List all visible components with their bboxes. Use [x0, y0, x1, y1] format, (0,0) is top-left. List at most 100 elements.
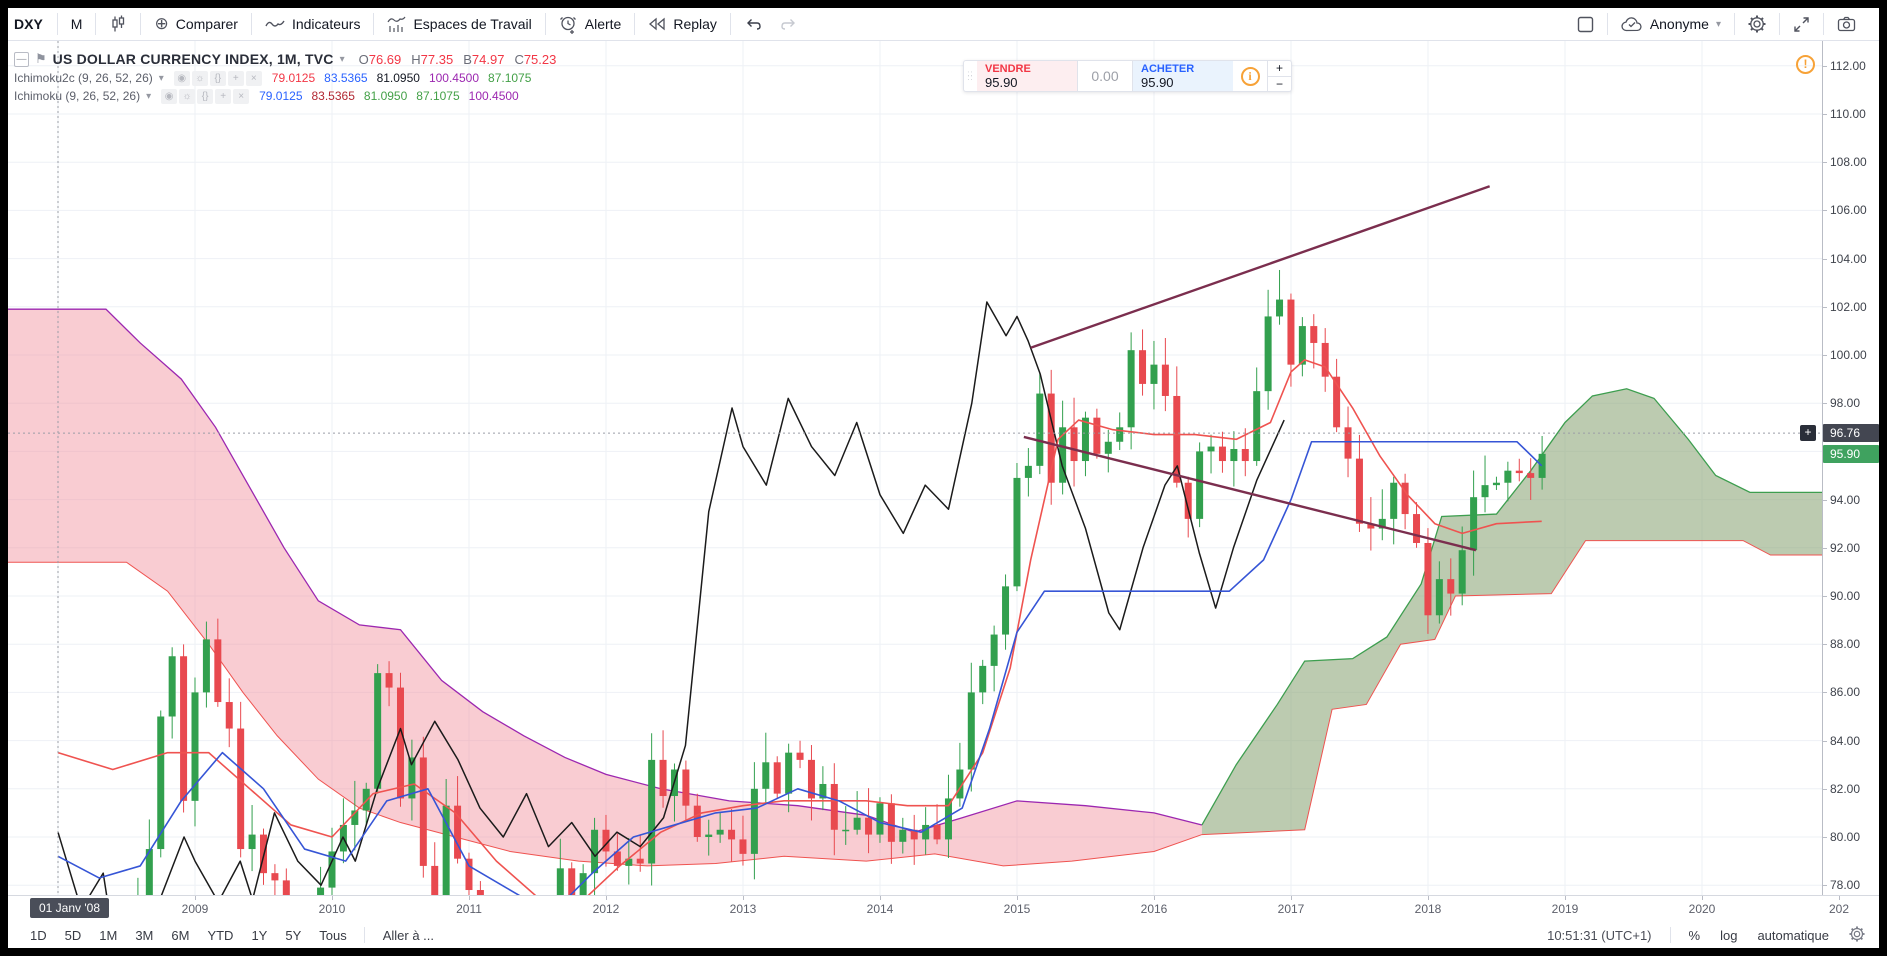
flag-icon[interactable]: ⚑: [35, 51, 47, 66]
candle-body: [967, 692, 975, 770]
candle-body: [853, 817, 861, 830]
main-series-row[interactable]: — ⚑ US DOLLAR CURRENCY INDEX, 1M, TVC ▾ …: [14, 49, 556, 69]
visibility-icon[interactable]: ◉: [161, 88, 178, 104]
candle-body: [180, 656, 188, 801]
auto-scale-button[interactable]: automatique: [1757, 927, 1829, 943]
interval-button[interactable]: M: [58, 8, 96, 40]
close-icon[interactable]: ×: [245, 70, 262, 86]
settings-icon[interactable]: ☼: [179, 88, 196, 104]
candle-body: [602, 829, 610, 852]
candle-body: [1218, 446, 1226, 462]
candle-body: [682, 769, 690, 806]
clock-timezone-button[interactable]: 10:51:31 (UTC+1): [1547, 927, 1652, 943]
replay-button[interactable]: Replay: [635, 8, 730, 40]
trendline-upper: [1030, 185, 1491, 349]
time-axis[interactable]: 01 Janv '08 2009 2010 2011 2012 2013 2014 2015…: [8, 895, 1879, 922]
divider: [1779, 13, 1780, 35]
undo-button[interactable]: [731, 8, 771, 40]
range-button-1y[interactable]: 1Y: [251, 927, 268, 943]
chart-pane[interactable]: — ⚑ US DOLLAR CURRENCY INDEX, 1M, TVC ▾ …: [8, 41, 1879, 895]
candle-body: [1161, 364, 1169, 396]
alert-button[interactable]: Alerte: [546, 8, 635, 40]
settings-icon[interactable]: ☼: [191, 70, 208, 86]
candle-body: [1298, 326, 1306, 365]
sell-label: VENDRE: [985, 62, 1031, 75]
price-tick-label: 78.00: [1822, 878, 1861, 893]
compare-button[interactable]: ⊕ Comparer: [141, 8, 251, 40]
candle-body: [876, 803, 884, 835]
indicator-value: 100.4500: [428, 71, 480, 85]
candle-body: [1287, 299, 1295, 365]
quantity-increase-button[interactable]: +: [1268, 61, 1291, 77]
quantity-decrease-button[interactable]: −: [1275, 76, 1283, 91]
year-label: 2014: [866, 902, 894, 916]
chevron-down-icon[interactable]: ▾: [158, 72, 164, 84]
add-icon[interactable]: +: [227, 70, 244, 86]
data-warning-icon[interactable]: !: [1796, 55, 1815, 74]
add-icon[interactable]: +: [215, 88, 232, 104]
fullscreen-button[interactable]: [1780, 8, 1823, 40]
indicator-row[interactable]: Ichimoku (9, 26, 52, 26) ▾ ◉ ☼{} + × 79.0125 83…: [14, 87, 556, 105]
candle-body: [1070, 427, 1078, 462]
price-tick-label: 88.00: [1822, 637, 1861, 652]
add-order-button[interactable]: +: [1800, 425, 1816, 442]
percent-scale-button[interactable]: %: [1688, 927, 1701, 943]
indicators-button[interactable]: Indicateurs: [252, 8, 373, 40]
sell-price: 95.90: [985, 74, 1018, 90]
buy-label: ACHETER: [1141, 62, 1195, 75]
candle-body: [476, 890, 484, 895]
quantity-field[interactable]: 0.00: [1077, 61, 1133, 91]
collapse-legend-icon[interactable]: —: [14, 51, 29, 67]
price-axis[interactable]: 112.00 110.00 108.00 106.00 104.00 102.00 100.…: [1822, 41, 1879, 895]
symbol-search-button[interactable]: DXY: [8, 8, 57, 40]
range-button-1m[interactable]: 1M: [99, 927, 118, 943]
goto-date-button[interactable]: Aller à ...: [382, 927, 435, 943]
snapshot-button[interactable]: [1824, 8, 1869, 40]
trading-app: DXY M ⊕ Comparer: [8, 8, 1879, 948]
candle-body: [1036, 393, 1044, 466]
source-code-icon[interactable]: {}: [197, 88, 214, 104]
candle-body: [556, 868, 564, 895]
gear-icon: [1748, 15, 1766, 33]
range-button-3m[interactable]: 3M: [135, 927, 154, 943]
divider: [1669, 927, 1671, 943]
range-button-tous[interactable]: Tous: [319, 927, 347, 943]
log-scale-button[interactable]: log: [1720, 927, 1738, 943]
range-button-1d[interactable]: 1D: [30, 927, 47, 943]
range-button-5d[interactable]: 5D: [64, 927, 82, 943]
chart-settings-button[interactable]: [1839, 925, 1867, 945]
sell-button[interactable]: VENDRE 95.90: [977, 61, 1077, 91]
close-icon[interactable]: ×: [233, 88, 250, 104]
chevron-down-icon[interactable]: ▾: [146, 90, 152, 102]
buy-button[interactable]: ACHETER 95.90: [1133, 61, 1233, 91]
layout-button[interactable]: [1564, 8, 1607, 40]
range-button-6m[interactable]: 6M: [171, 927, 190, 943]
source-code-icon[interactable]: {}: [209, 70, 226, 86]
range-button-ytd[interactable]: YTD: [207, 927, 234, 943]
candle-body: [1276, 299, 1284, 317]
drag-handle[interactable]: ::::: [967, 69, 974, 82]
ichimoku-cloud-bearish: [8, 309, 1202, 866]
workspaces-button[interactable]: Espaces de Travail: [374, 8, 544, 40]
visibility-icon[interactable]: ◉: [173, 70, 190, 86]
indicator-value: 87.1075: [416, 89, 460, 103]
indicator-row[interactable]: Ichimoku2c (9, 26, 52, 26) ▾ ◉ ☼{} + × 79.0125…: [14, 69, 556, 87]
range-button-5y[interactable]: 5Y: [285, 927, 302, 943]
year-tick: [1154, 896, 1155, 900]
order-info-button[interactable]: i: [1233, 61, 1267, 91]
divider: [56, 13, 58, 35]
candle-body: [1081, 417, 1089, 462]
candle-body: [191, 692, 199, 801]
year-tick: [743, 896, 744, 900]
candle-body: [214, 639, 222, 703]
price-chart-canvas[interactable]: [8, 41, 1822, 895]
candle-body: [1024, 465, 1032, 478]
account-menu[interactable]: Anonyme ▾: [1608, 8, 1734, 40]
chevron-down-icon[interactable]: ▾: [339, 53, 345, 65]
candle-body: [887, 803, 895, 842]
chart-style-button[interactable]: [96, 8, 140, 40]
redo-button[interactable]: [771, 8, 805, 40]
candle-body: [705, 834, 713, 837]
settings-button[interactable]: [1735, 8, 1779, 40]
candle-body: [454, 805, 462, 859]
